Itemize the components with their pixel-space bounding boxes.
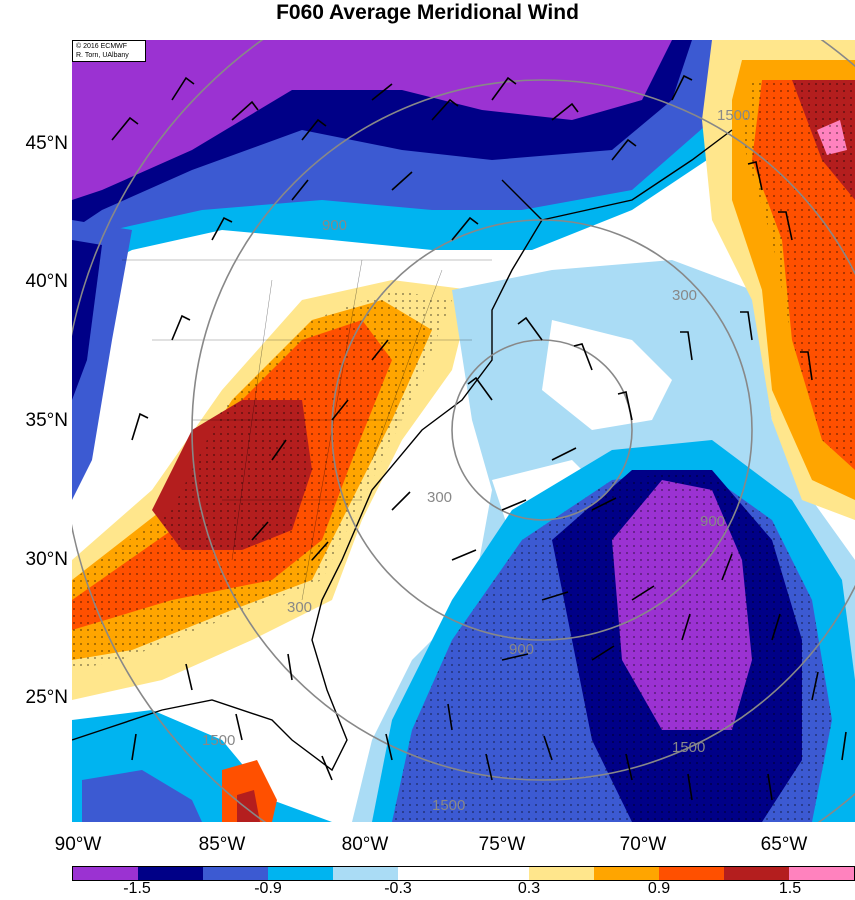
lon-label: 80°W bbox=[341, 834, 389, 855]
contour-label: 1500 bbox=[672, 739, 705, 756]
colorbar-swatch bbox=[333, 867, 399, 880]
colorbar-swatch bbox=[73, 867, 139, 880]
colorbar-label: 0.3 bbox=[517, 880, 541, 897]
colorbar-swatch bbox=[463, 867, 529, 880]
contour-label: 1500 bbox=[717, 107, 750, 124]
contour-label: 300 bbox=[672, 287, 697, 304]
colorbar-swatch bbox=[658, 867, 724, 880]
author-line: R. Torn, UAlbany bbox=[76, 52, 129, 59]
field-region bbox=[82, 770, 202, 822]
colorbar-swatch bbox=[788, 867, 854, 880]
lon-label: 70°W bbox=[619, 834, 667, 855]
map-svg: 300 300 300 900 900 900 1500 1500 1500 1… bbox=[72, 40, 855, 822]
state-borders bbox=[122, 259, 492, 601]
lon-label: 90°W bbox=[54, 834, 102, 855]
contour-label: 900 bbox=[700, 513, 725, 530]
colorbar-label: 0.9 bbox=[647, 880, 671, 897]
lon-label: 85°W bbox=[198, 834, 246, 855]
lon-label: 75°W bbox=[478, 834, 526, 855]
coastline bbox=[541, 129, 733, 221]
contour-label: 300 bbox=[427, 489, 452, 506]
colorbar-label: -0.3 bbox=[384, 880, 412, 897]
colorbar-label: -1.5 bbox=[123, 880, 151, 897]
map-panel: 300 300 300 900 900 900 1500 1500 1500 1… bbox=[72, 40, 855, 822]
lat-label: 25°N bbox=[25, 687, 68, 708]
field-region bbox=[72, 240, 102, 400]
lat-label: 45°N bbox=[25, 133, 68, 154]
lat-label: 35°N bbox=[25, 410, 68, 431]
copyright-box: © 2016 ECMWF R. Torn, UAlbany bbox=[72, 40, 146, 62]
contour-label: 1500 bbox=[432, 797, 465, 814]
lat-label: 40°N bbox=[25, 271, 68, 292]
lon-label: 65°W bbox=[760, 834, 808, 855]
map-title: F060 Average Meridional Wind bbox=[276, 1, 579, 24]
colorbar-swatch bbox=[203, 867, 269, 880]
colorbar-label: -0.9 bbox=[254, 880, 282, 897]
colorbar-label: 1.5 bbox=[778, 880, 802, 897]
colorbar-swatch bbox=[138, 867, 204, 880]
colorbar-swatch bbox=[268, 867, 334, 880]
colorbar bbox=[72, 866, 855, 881]
wind-barbs bbox=[111, 74, 847, 801]
contour-label: 1500 bbox=[202, 732, 235, 749]
lat-label: 30°N bbox=[25, 549, 68, 570]
field-region bbox=[222, 760, 277, 822]
copyright-line: © 2016 ECMWF bbox=[76, 43, 128, 50]
contour-label: 900 bbox=[322, 217, 347, 234]
colorbar-swatch bbox=[593, 867, 659, 880]
colorbar-swatch bbox=[723, 867, 789, 880]
colorbar-swatch bbox=[398, 867, 464, 880]
field-region bbox=[542, 320, 672, 430]
height-contours bbox=[72, 40, 855, 822]
contour-label: 300 bbox=[287, 599, 312, 616]
coastline bbox=[72, 179, 543, 772]
colorbar-swatch bbox=[528, 867, 594, 880]
